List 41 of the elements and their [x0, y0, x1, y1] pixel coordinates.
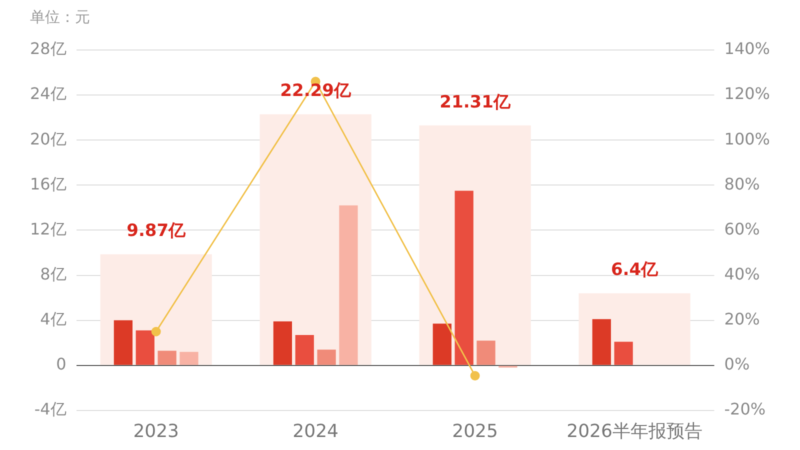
y-tick-label: 8亿	[40, 264, 66, 284]
y-tick-label: 12亿	[30, 219, 66, 238]
bar	[614, 342, 633, 365]
y2-tick-label: 40%	[724, 264, 760, 284]
y2-tick-label: 140%	[724, 39, 770, 58]
x-tick-label: 2024	[292, 420, 338, 442]
y-tick-label: 24亿	[30, 84, 66, 104]
y-tick-label: 20亿	[30, 129, 66, 148]
bar	[432, 324, 452, 365]
bar	[454, 190, 474, 365]
y-tick-label: 16亿	[30, 174, 66, 194]
y2-tick-label: 80%	[724, 174, 760, 194]
bar	[317, 350, 336, 365]
bar	[592, 319, 611, 365]
y-tick-label: 0	[56, 354, 66, 374]
data-label: 9.87亿	[126, 221, 187, 242]
y-tick-label: 28亿	[30, 39, 66, 58]
bar	[158, 350, 176, 365]
x-tick-label: 2023	[133, 420, 180, 442]
y2-tick-label: 120%	[724, 84, 770, 104]
y2-tick-label: -20%	[724, 400, 766, 419]
x-tick-label: 2025	[452, 420, 498, 442]
bar	[180, 352, 198, 365]
y-tick-label: 4亿	[40, 309, 66, 328]
y2-tick-label: 20%	[724, 309, 760, 328]
x-tick-label: 2026半年报预告	[566, 420, 702, 442]
bar	[295, 334, 314, 365]
data-label: 6.4亿	[610, 260, 660, 280]
bar	[273, 321, 292, 365]
data-label: 21.31亿	[440, 92, 512, 112]
bar	[476, 340, 496, 365]
point	[151, 326, 161, 336]
text: 单位：元	[30, 8, 90, 27]
bar	[339, 205, 358, 365]
bar	[114, 320, 133, 365]
y-tick-label: -4亿	[34, 400, 66, 419]
bar	[136, 330, 154, 365]
y2-tick-label: 0%	[724, 354, 750, 374]
point	[470, 370, 480, 380]
y2-tick-label: 60%	[724, 219, 760, 238]
y2-tick-label: 100%	[724, 129, 770, 148]
